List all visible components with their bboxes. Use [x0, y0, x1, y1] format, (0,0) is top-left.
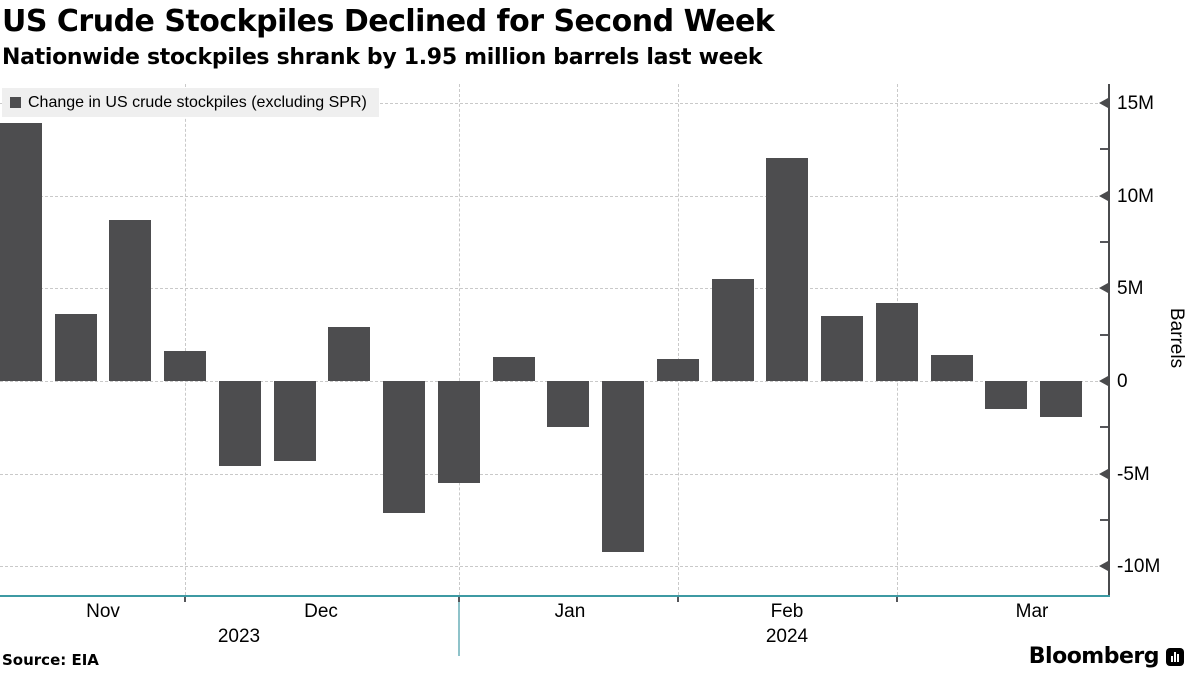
year-separator-line	[458, 596, 460, 656]
y-tick-label: 10M	[1117, 185, 1154, 207]
bloomberg-logo: Bloomberg	[1029, 644, 1184, 669]
bloomberg-chart-icon	[1166, 647, 1184, 666]
y-tick-arrow-icon	[1099, 561, 1108, 572]
source-note: Source: EIA	[2, 651, 99, 669]
legend-swatch-icon	[10, 97, 21, 108]
x-year-label: 2024	[765, 626, 809, 647]
bar-week-2024-03-15	[1040, 381, 1083, 418]
bar-week-2024-01-12	[547, 381, 590, 428]
bar-week-2024-02-16	[821, 316, 864, 381]
x-tick	[457, 597, 460, 602]
bar-week-2023-11-10	[54, 314, 97, 381]
y-tick-arrow-icon	[1099, 376, 1108, 386]
bar-week-2024-01-19	[602, 381, 645, 552]
x-month-label: Jan	[554, 601, 586, 622]
y-minor-tick	[1100, 426, 1108, 429]
y-tick-arrow-icon	[1099, 97, 1108, 108]
bar-week-2023-12-29	[437, 381, 480, 483]
bar-week-2024-01-26	[656, 358, 699, 381]
y-minor-tick	[1100, 148, 1108, 151]
y-gridline	[0, 473, 1108, 475]
bar-week-2023-12-22	[383, 381, 426, 513]
bar-week-2023-12-15	[328, 327, 371, 381]
y-minor-tick	[1100, 333, 1108, 336]
x-month-label: Mar	[1015, 601, 1049, 622]
x-year-label: 2023	[217, 626, 261, 647]
y-tick-arrow-icon	[1099, 190, 1108, 201]
bar-week-2024-01-05	[492, 356, 535, 381]
y-minor-tick	[1100, 240, 1108, 243]
x-month-label: Feb	[770, 601, 804, 622]
y-gridline	[0, 195, 1108, 197]
plot-area	[0, 84, 1110, 595]
x-month-label: Dec	[304, 601, 338, 622]
y-axis-line	[1108, 84, 1110, 595]
x-gridline	[458, 84, 460, 595]
y-tick-label: -5M	[1117, 463, 1150, 485]
bar-week-2023-11-24	[164, 351, 207, 381]
y-minor-tick	[1100, 519, 1108, 522]
x-tick	[184, 597, 187, 602]
bar-week-2024-02-23	[875, 303, 918, 381]
y-tick-arrow-icon	[1099, 468, 1108, 479]
legend-label: Change in US crude stockpiles (excluding…	[28, 93, 367, 111]
bar-week-2024-02-02	[711, 279, 754, 381]
bar-week-2023-11-17	[109, 219, 152, 381]
y-tick-arrow-icon	[1099, 283, 1108, 294]
y-tick-label: 0	[1117, 371, 1128, 392]
y-tick-label: 5M	[1117, 278, 1144, 300]
y-gridline	[0, 102, 1108, 104]
y-gridline	[0, 288, 1108, 290]
bloomberg-wordmark: Bloomberg	[1028, 644, 1160, 669]
x-axis-line	[0, 595, 1110, 597]
bar-week-2023-12-01	[218, 381, 261, 467]
bar-week-2024-03-08	[985, 381, 1028, 409]
x-tick	[895, 597, 898, 602]
x-tick	[676, 597, 679, 602]
bar-week-2024-02-09	[766, 158, 809, 381]
y-axis-title: Barrels	[1166, 307, 1187, 369]
chart-subtitle: Nationwide stockpiles shrank by 1.95 mil…	[2, 45, 763, 70]
bar-week-2023-12-08	[273, 381, 316, 461]
x-month-label: Nov	[86, 601, 120, 622]
chart-title: US Crude Stockpiles Declined for Second …	[2, 4, 775, 39]
legend: Change in US crude stockpiles (excluding…	[2, 88, 379, 117]
bar-week-2023-11-03	[0, 123, 42, 381]
y-tick-label: 15M	[1117, 92, 1154, 114]
bar-week-2024-03-01	[930, 355, 973, 381]
x-gridline	[185, 84, 187, 595]
x-gridline	[677, 84, 679, 595]
y-gridline	[0, 566, 1108, 568]
y-tick-label: -10M	[1117, 556, 1161, 578]
